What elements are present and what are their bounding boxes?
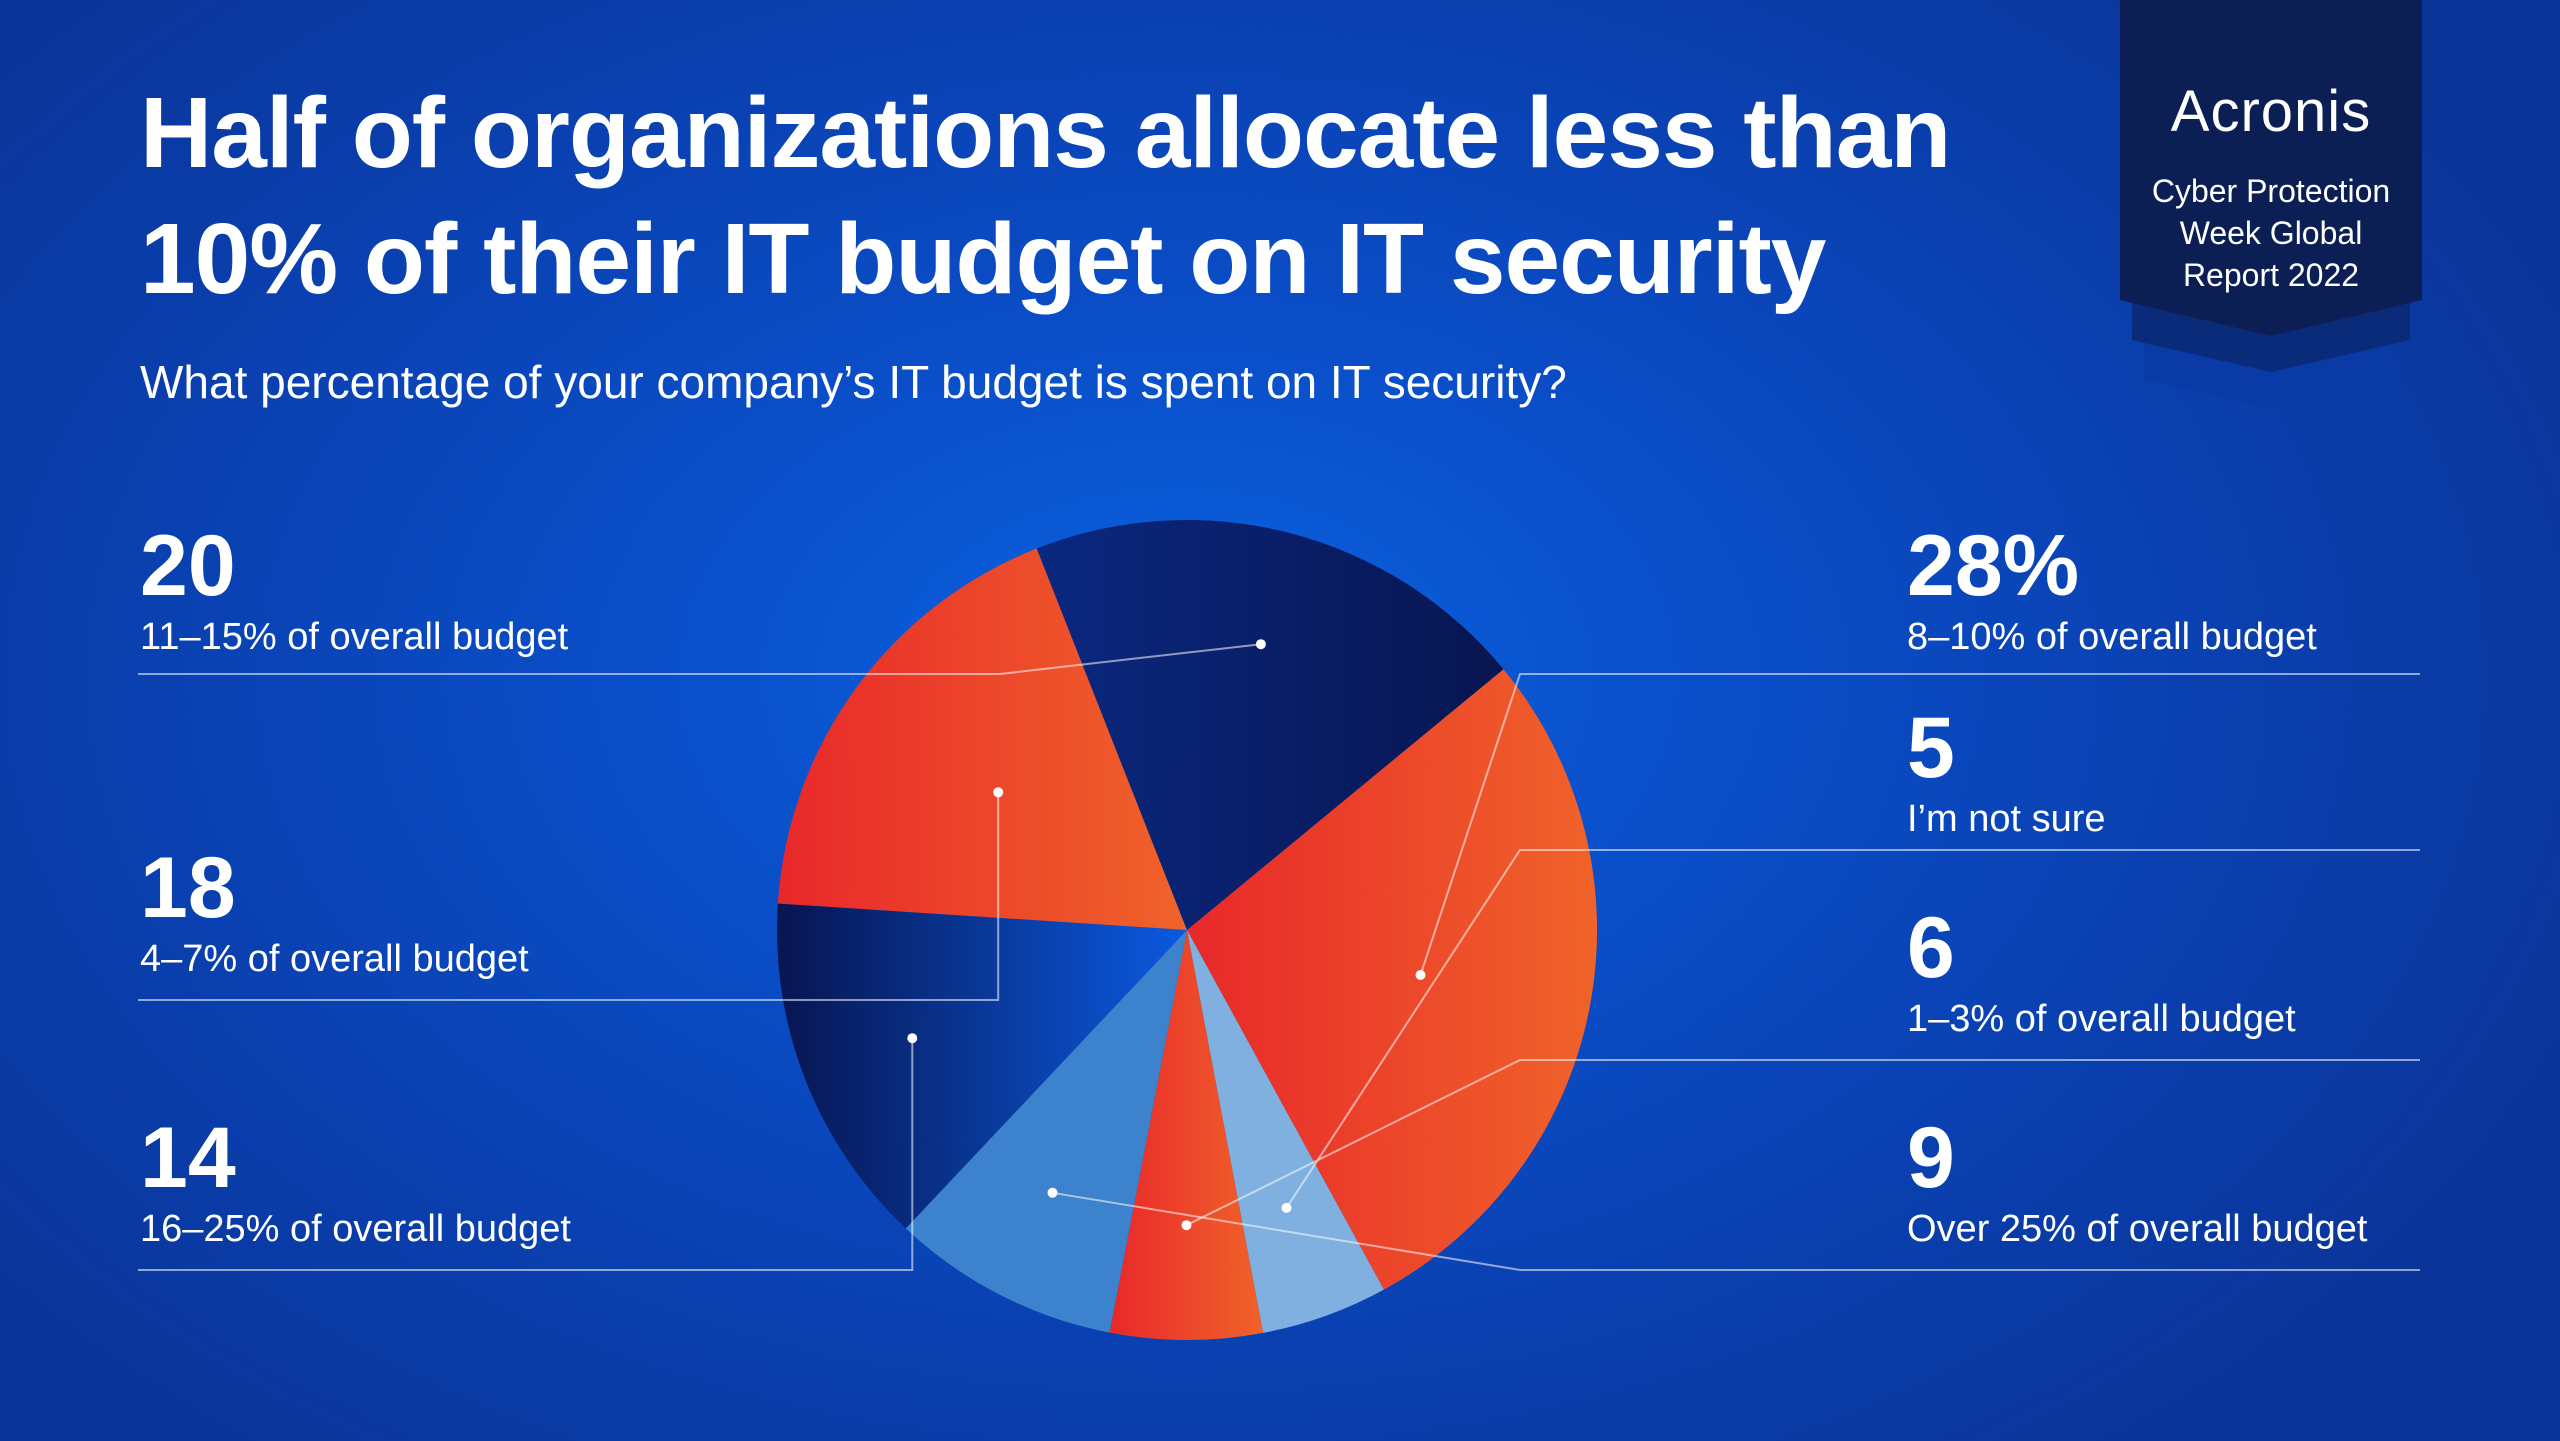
- slice-label: 18 4–7% of overall budget: [140, 840, 529, 982]
- chart-subtitle: What percentage of your company’s IT bud…: [140, 356, 1567, 408]
- badge-line-3: Report 2022: [2182, 257, 2360, 293]
- leader-line: [138, 1038, 914, 1271]
- slice-label: 28% 8–10% of overall budget: [1907, 518, 2317, 660]
- slice-value-label: 6: [1907, 900, 1955, 996]
- report-badge: Acronis Cyber Protection Week Global Rep…: [2120, 0, 2422, 408]
- slice-category-label: 1–3% of overall budget: [1907, 998, 2296, 1040]
- leader-dot: [993, 787, 1004, 798]
- badge-line-2: Week Global: [2179, 215, 2363, 251]
- slice-category-label: 16–25% of overall budget: [140, 1208, 571, 1250]
- slice-category-label: 11–15% of overall budget: [140, 616, 569, 658]
- slice-value-label: 28%: [1907, 518, 2080, 614]
- leader-line: [1285, 849, 2420, 1209]
- leader-dot: [1255, 639, 1266, 650]
- badge-ribbon-shape: [2120, 0, 2422, 408]
- slice-category-label: I’m not sure: [1907, 798, 2106, 840]
- slice-category-label: 8–10% of overall budget: [1907, 616, 2317, 658]
- pie-slice: [1187, 930, 1384, 1333]
- leader-line: [1186, 1059, 2420, 1227]
- acronis-logo: Acronis: [2170, 79, 2372, 144]
- leader-dot: [1181, 1220, 1192, 1231]
- badge-line-1: Cyber Protection: [2151, 173, 2391, 209]
- slice-value-label: 20: [140, 518, 236, 614]
- slice-category-label: 4–7% of overall budget: [140, 938, 529, 980]
- slice-label: 6 1–3% of overall budget: [1907, 900, 2296, 1042]
- slice-category-label: Over 25% of overall budget: [1907, 1208, 2368, 1250]
- pie-slice: [777, 548, 1187, 930]
- slice-value-label: 14: [140, 1110, 236, 1206]
- pie-slice: [777, 903, 1187, 1229]
- pie-slice: [1109, 930, 1264, 1341]
- slice-value-label: 18: [140, 840, 236, 936]
- slice-value-label: 5: [1907, 700, 1955, 796]
- page-title: Half of organizations allocate less than…: [140, 70, 2080, 322]
- leader-line: [138, 643, 1262, 675]
- pie-slice: [1036, 519, 1504, 930]
- leader-line: [1419, 673, 2420, 976]
- slice-value-label: 9: [1907, 1110, 1955, 1206]
- leader-dot: [1047, 1187, 1058, 1198]
- leader-dot: [1415, 970, 1426, 980]
- slice-label: 14 16–25% of overall budget: [140, 1110, 571, 1252]
- leader-line: [138, 792, 1000, 1001]
- leader-line: [1052, 1191, 2420, 1271]
- pie-slice: [905, 930, 1187, 1333]
- title-line-2: 10% of their IT budget on IT security: [140, 203, 1826, 315]
- slice-label: 5 I’m not sure: [1907, 700, 2106, 842]
- leader-dot: [907, 1033, 918, 1044]
- leader-lines: [138, 639, 2420, 1271]
- pie-slice: [1187, 669, 1598, 1290]
- slice-label: 9 Over 25% of overall budget: [1907, 1110, 2368, 1252]
- title-line-1: Half of organizations allocate less than: [140, 77, 1951, 189]
- badge-report-name: Cyber Protection Week Global Report 2022: [2120, 170, 2422, 296]
- pie-slices: [777, 519, 1598, 1341]
- slice-label: 20 11–15% of overall budget: [140, 518, 568, 660]
- leader-dot: [1281, 1202, 1292, 1213]
